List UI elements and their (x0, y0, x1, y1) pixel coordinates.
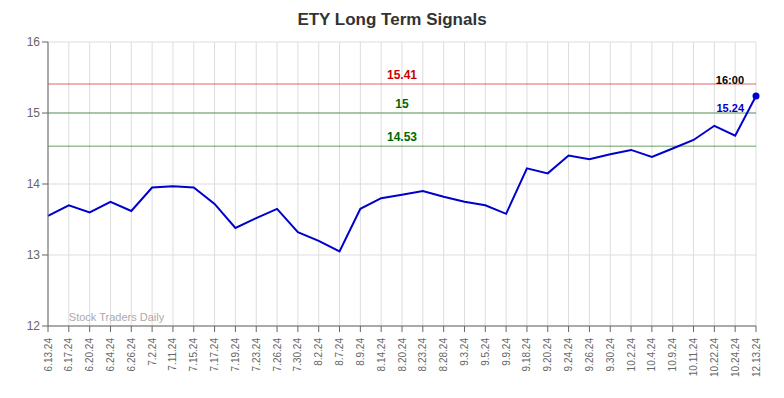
svg-text:7.15.24: 7.15.24 (188, 338, 199, 372)
svg-text:15: 15 (395, 97, 409, 111)
svg-text:8.9.24: 8.9.24 (355, 338, 366, 366)
svg-text:6.20.24: 6.20.24 (84, 338, 95, 372)
svg-text:8.7.24: 8.7.24 (334, 338, 345, 366)
svg-text:7.23.24: 7.23.24 (251, 338, 262, 372)
svg-text:9.20.24: 9.20.24 (542, 338, 553, 372)
svg-text:7.19.24: 7.19.24 (230, 338, 241, 372)
svg-text:16:00: 16:00 (716, 74, 744, 86)
svg-text:15.24: 15.24 (716, 102, 744, 114)
svg-text:10.22.24: 10.22.24 (709, 338, 720, 377)
svg-text:9.30.24: 9.30.24 (605, 338, 616, 372)
svg-text:16: 16 (27, 35, 41, 49)
svg-text:9.3.24: 9.3.24 (459, 338, 470, 366)
svg-text:10.24.24: 10.24.24 (730, 338, 741, 377)
svg-text:12: 12 (27, 319, 41, 333)
svg-text:6.13.24: 6.13.24 (43, 338, 54, 372)
svg-text:8.28.24: 8.28.24 (438, 338, 449, 372)
svg-text:9.24.24: 9.24.24 (563, 338, 574, 372)
svg-text:15: 15 (27, 106, 41, 120)
svg-text:6.26.24: 6.26.24 (126, 338, 137, 372)
svg-text:15.41: 15.41 (387, 68, 417, 82)
svg-text:9.9.24: 9.9.24 (501, 338, 512, 366)
svg-text:6.17.24: 6.17.24 (63, 338, 74, 372)
svg-text:9.5.24: 9.5.24 (480, 338, 491, 366)
svg-text:14.53: 14.53 (387, 130, 417, 144)
svg-text:12.13.24: 12.13.24 (751, 338, 762, 377)
svg-text:Stock Traders Daily: Stock Traders Daily (69, 311, 165, 323)
svg-text:7.11.24: 7.11.24 (167, 338, 178, 371)
svg-text:10.11.24: 10.11.24 (688, 338, 699, 377)
svg-text:7.2.24: 7.2.24 (147, 338, 158, 366)
svg-text:10.9.24: 10.9.24 (667, 338, 678, 372)
svg-text:9.18.24: 9.18.24 (521, 338, 532, 372)
svg-text:8.14.24: 8.14.24 (376, 338, 387, 372)
svg-text:6.24.24: 6.24.24 (105, 338, 116, 372)
html-text:ETY Long Term Signals: ETY Long Term Signals (297, 10, 487, 29)
svg-text:7.17.24: 7.17.24 (209, 338, 220, 372)
svg-text:7.26.24: 7.26.24 (272, 338, 283, 372)
svg-text:7.30.24: 7.30.24 (292, 338, 303, 372)
svg-text:13: 13 (27, 248, 41, 262)
svg-text:8.20.24: 8.20.24 (397, 338, 408, 372)
svg-text:9.26.24: 9.26.24 (584, 338, 595, 372)
svg-text:14: 14 (27, 177, 41, 191)
svg-text:10.4.24: 10.4.24 (646, 338, 657, 372)
svg-text:8.23.24: 8.23.24 (417, 338, 428, 372)
svg-text:8.2.24: 8.2.24 (313, 338, 324, 366)
svg-text:10.2.24: 10.2.24 (626, 338, 637, 372)
